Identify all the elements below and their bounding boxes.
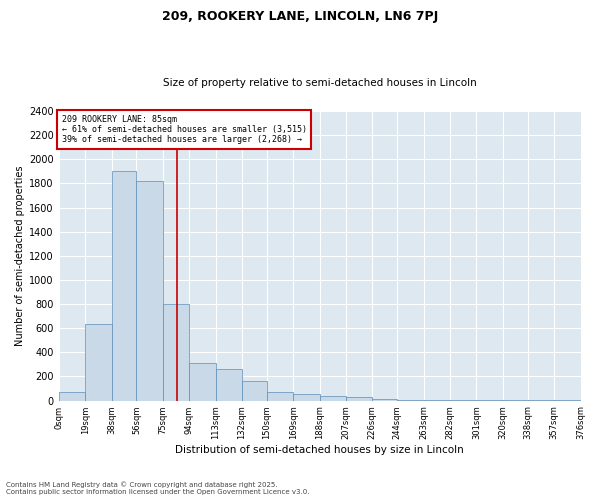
Bar [242,382,267,400]
Bar [59,392,85,400]
Bar [112,172,136,400]
Text: Contains HM Land Registry data © Crown copyright and database right 2025.
Contai: Contains HM Land Registry data © Crown c… [6,482,310,495]
Bar [85,324,112,400]
Bar [320,396,346,400]
Y-axis label: Number of semi-detached properties: Number of semi-detached properties [15,166,25,346]
X-axis label: Distribution of semi-detached houses by size in Lincoln: Distribution of semi-detached houses by … [175,445,464,455]
Bar [293,394,320,400]
Bar [189,363,215,401]
Bar [215,369,242,400]
Bar [163,304,189,400]
Title: Size of property relative to semi-detached houses in Lincoln: Size of property relative to semi-detach… [163,78,476,88]
Text: 209 ROOKERY LANE: 85sqm
← 61% of semi-detached houses are smaller (3,515)
39% of: 209 ROOKERY LANE: 85sqm ← 61% of semi-de… [62,114,307,144]
Bar [346,397,373,400]
Bar [136,181,163,400]
Text: 209, ROOKERY LANE, LINCOLN, LN6 7PJ: 209, ROOKERY LANE, LINCOLN, LN6 7PJ [162,10,438,23]
Bar [267,392,293,400]
